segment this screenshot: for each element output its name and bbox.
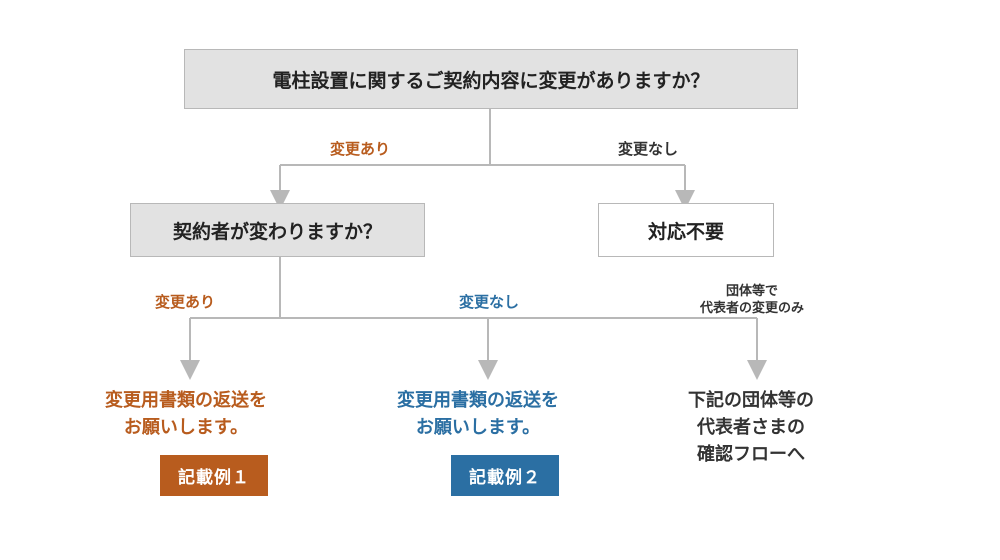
badge-example-2: 記載例２	[451, 455, 559, 496]
question-2-box: 契約者が変わりますか？	[130, 203, 425, 257]
result-2-text: 変更用書類の返送をお願いします。	[397, 387, 559, 441]
question-1-box: 電柱設置に関するご契約内容に変更がありますか？	[184, 49, 798, 109]
edge-label-change-yes-1: 変更あり	[330, 140, 390, 160]
result-no-action-box: 対応不要	[598, 203, 774, 257]
edge-label-change-no-1: 変更なし	[618, 140, 678, 160]
edge-label-change-no-2: 変更なし	[459, 293, 519, 313]
question-2-text: 契約者が変わりますか？	[173, 217, 382, 244]
result-no-action-text: 対応不要	[648, 217, 724, 244]
edge-label-org-only: 団体等で代表者の変更のみ	[700, 283, 804, 317]
result-3-text: 下記の団体等の代表者さまの確認フローへ	[688, 387, 814, 468]
question-1-text: 電柱設置に関するご契約内容に変更がありますか？	[272, 66, 709, 93]
badge-example-1: 記載例１	[160, 455, 268, 496]
result-1-text: 変更用書類の返送をお願いします。	[105, 387, 267, 441]
edge-label-change-yes-2: 変更あり	[155, 293, 215, 313]
